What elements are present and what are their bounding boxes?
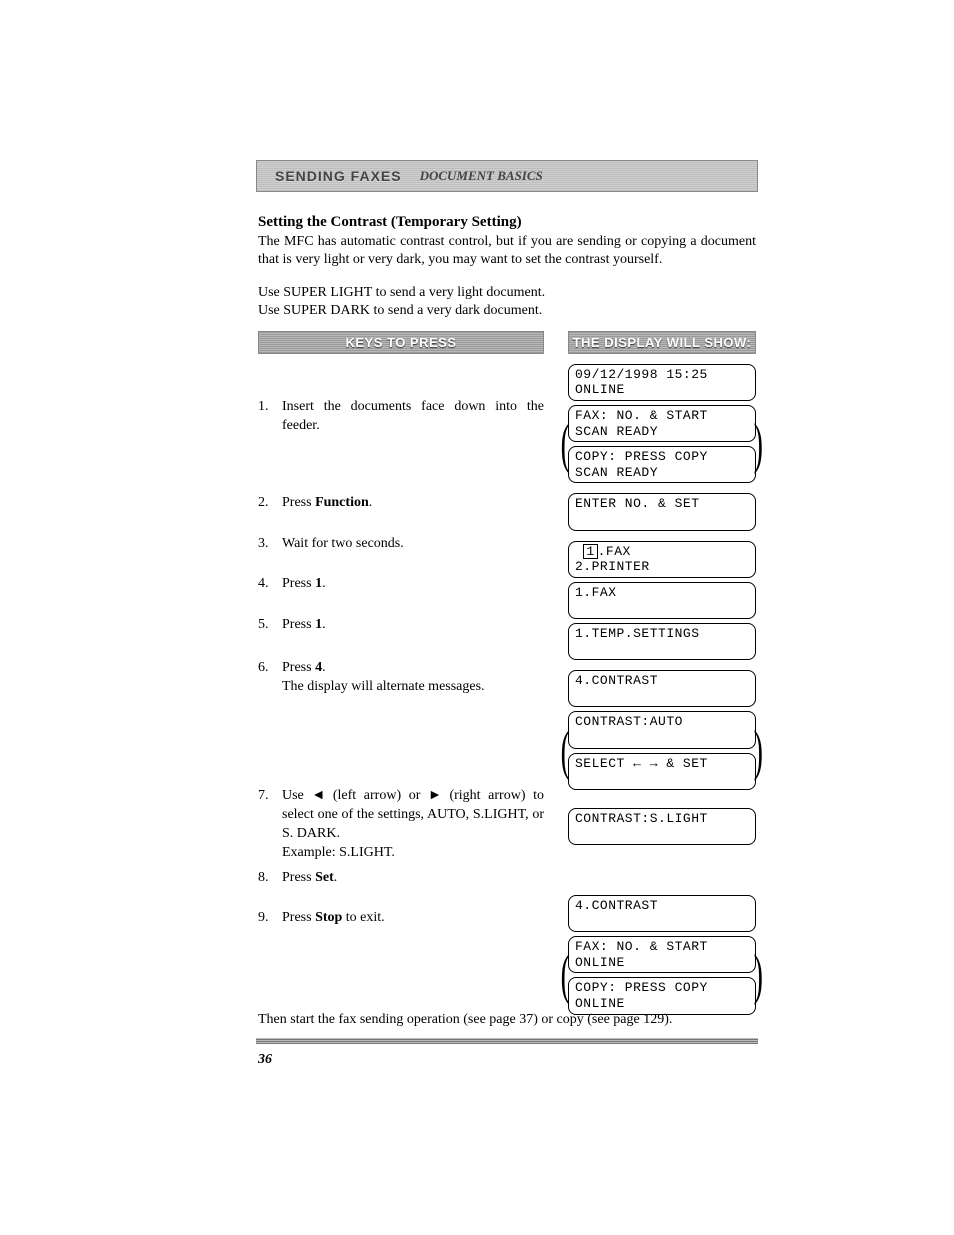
step-text: Use ◄ (left arrow) or ► (right arrow) to… [282,787,544,863]
page-number: 36 [258,1052,272,1068]
t: Press [282,910,315,925]
right-arrow-icon: ► [428,787,442,806]
closing-paragraph: Then start the fax sending operation (se… [258,1012,758,1028]
display-column: THE DISPLAY WILL SHOW: 09/12/1998 15:25 … [568,331,756,1019]
section-title: Setting the Contrast (Temporary Setting) [258,214,756,231]
display-box: 4.CONTRAST [568,670,756,707]
t: to exit. [342,910,384,925]
step-text: Press 1. [282,575,544,594]
step-text: Press Function. [282,494,544,513]
content: Setting the Contrast (Temporary Setting)… [258,214,756,1019]
left-paren-icon [556,936,570,1014]
display-box: FAX: NO. & START ONLINE [568,936,756,973]
step-list: 1. Insert the documents face down into t… [258,398,544,928]
step-num: 3. [258,535,282,554]
right-paren-icon [754,936,768,1014]
chapter-header-bar: SENDING FAXES DOCUMENT BASICS [256,160,758,192]
step-5: 5. Press 1. [258,616,544,635]
display-box: CONTRAST:S.LIGHT [568,808,756,845]
display-box: COPY: PRESS COPY SCAN READY [568,446,756,483]
t-extra: The display will alternate messages. [282,679,485,694]
right-paren-icon [754,711,768,789]
t: 2.PRINTER [575,559,650,574]
step-text: Wait for two seconds. [282,535,544,554]
step-4: 4. Press 1. [258,575,544,594]
display-box: 1.FAX 2.PRINTER [568,541,756,578]
step-num: 2. [258,494,282,513]
display-stack: 09/12/1998 15:25 ONLINE FAX: NO. & START… [568,364,756,1019]
display-box: CONTRAST:AUTO [568,711,756,748]
keys-column: KEYS TO PRESS 1. Insert the documents fa… [258,331,544,1019]
step-2: 2. Press Function. [258,494,544,513]
hint-line-2: Use SUPER DARK to send a very dark docum… [258,302,756,320]
t: (left arrow) or [325,788,428,803]
two-column-layout: KEYS TO PRESS 1. Insert the documents fa… [258,331,756,1019]
step-num: 7. [258,787,282,863]
step-6: 6. Press 4. The display will alternate m… [258,659,544,697]
step-num: 5. [258,616,282,635]
step-num: 1. [258,398,282,436]
t: .FAX [598,544,631,559]
t: . [369,495,373,510]
keys-column-head: KEYS TO PRESS [258,331,544,354]
t: . [322,576,326,591]
t: Press [282,870,315,885]
t: . [334,870,338,885]
selected-digit: 1 [583,544,597,559]
step-text: Press Stop to exit. [282,909,544,928]
t: . [322,617,326,632]
step-num: 8. [258,869,282,888]
intro-paragraph: The MFC has automatic contrast control, … [258,233,756,270]
t [575,544,583,559]
display-box: 4.CONTRAST [568,895,756,932]
hints: Use SUPER LIGHT to send a very light doc… [258,284,756,321]
display-column-head: THE DISPLAY WILL SHOW: [568,331,756,354]
display-box: 09/12/1998 15:25 ONLINE [568,364,756,401]
right-paren-icon [754,405,768,483]
chapter-main: SENDING FAXES [275,168,402,184]
step-3: 3. Wait for two seconds. [258,535,544,554]
step-num: 6. [258,659,282,697]
left-paren-icon [556,405,570,483]
t: Press [282,495,315,510]
display-alternates: FAX: NO. & START ONLINE COPY: PRESS COPY… [568,936,756,1014]
step-7: 7. Use ◄ (left arrow) or ► (right arrow)… [258,787,544,863]
footer-rule [256,1038,758,1044]
t-b: Set [315,870,334,885]
step-9: 9. Press Stop to exit. [258,909,544,928]
t: Press [282,576,315,591]
step-num: 4. [258,575,282,594]
chapter-sub: DOCUMENT BASICS [420,168,543,184]
t: Press [282,617,315,632]
t: Use [282,788,311,803]
display-box: SELECT ← → & SET [568,753,756,790]
t-ex: Example: S.LIGHT. [282,845,395,860]
step-text: Press 4. The display will alternate mess… [282,659,544,697]
t-b: 1 [315,617,322,632]
t-b: Function [315,495,369,510]
step-text: Press Set. [282,869,544,888]
step-num: 9. [258,909,282,928]
step-text: Insert the documents face down into the … [282,398,544,436]
display-alternates: FAX: NO. & START SCAN READY COPY: PRESS … [568,405,756,483]
left-paren-icon [556,711,570,789]
left-arrow-icon: ◄ [311,787,325,806]
t-b: 1 [315,576,322,591]
display-alternates: CONTRAST:AUTO SELECT ← → & SET [568,711,756,789]
display-box: 1.TEMP.SETTINGS [568,623,756,660]
display-box: 1.FAX [568,582,756,619]
t: Press [282,660,315,675]
display-box: COPY: PRESS COPY ONLINE [568,977,756,1014]
step-1: 1. Insert the documents face down into t… [258,398,544,436]
step-8: 8. Press Set. [258,869,544,888]
hint-line-1: Use SUPER LIGHT to send a very light doc… [258,284,756,302]
t-b: 4 [315,660,322,675]
step-text: Press 1. [282,616,544,635]
t-b: Stop [315,910,342,925]
t: . [322,660,326,675]
display-box: ENTER NO. & SET [568,493,756,530]
display-box: FAX: NO. & START SCAN READY [568,405,756,442]
page: SENDING FAXES DOCUMENT BASICS Setting th… [0,0,954,1235]
